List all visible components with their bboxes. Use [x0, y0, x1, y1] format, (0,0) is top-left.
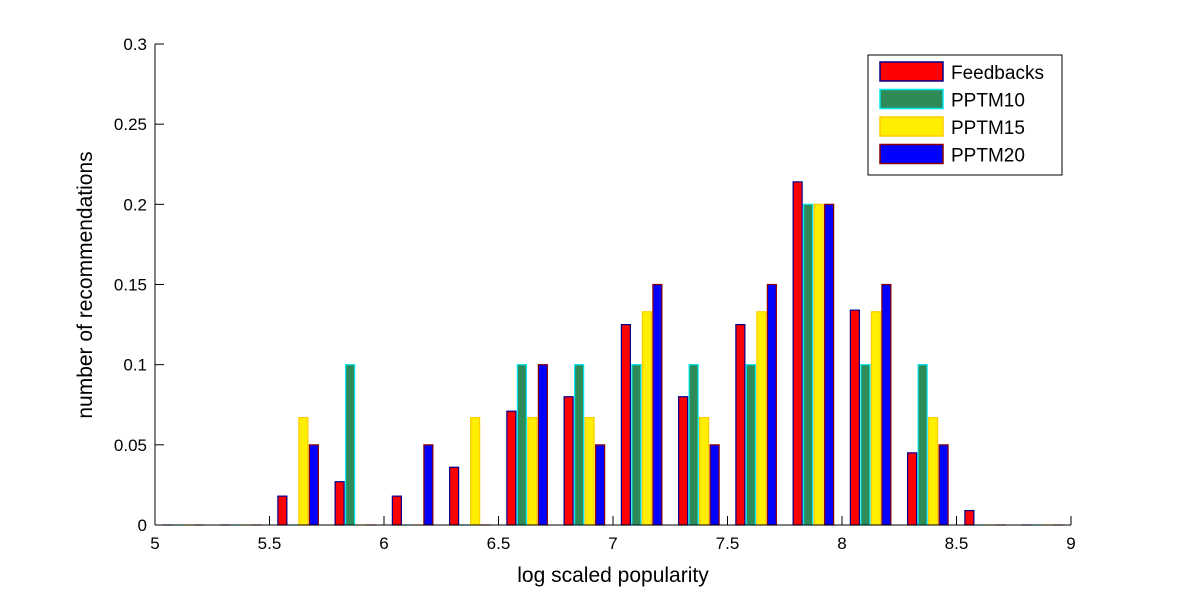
bar-pptm15-9	[700, 418, 709, 525]
bar-pptm20-8	[653, 285, 662, 526]
x-tick-label: 5	[150, 534, 159, 553]
y-tick-label: 0.15	[114, 276, 147, 295]
bar-feedbacks-2	[278, 496, 287, 525]
bar-feedbacks-7	[564, 397, 573, 525]
bar-feedbacks-5	[450, 467, 459, 525]
bar-pptm15-7	[585, 418, 594, 525]
bar-pptm10-8	[632, 365, 641, 525]
bar-pptm15-6	[528, 418, 537, 525]
y-tick-label: 0	[138, 516, 147, 535]
x-tick-label: 9	[1066, 534, 1075, 553]
y-tick-label: 0.3	[123, 35, 147, 54]
y-tick-label: 0.2	[123, 195, 147, 214]
legend: Feedbacks PPTM10 PPTM15 PPTM20	[868, 55, 1062, 175]
x-tick-label: 8.5	[945, 534, 969, 553]
bar-pptm10-12	[861, 365, 870, 525]
legend-swatch-pptm10	[880, 90, 943, 109]
legend-swatch-feedbacks	[880, 62, 943, 81]
x-tick-label: 6	[379, 534, 388, 553]
bar-pptm10-13	[918, 365, 927, 525]
bar-pptm20-13	[939, 445, 948, 525]
bar-feedbacks-11	[793, 182, 802, 525]
legend-label-pptm20: PPTM20	[951, 146, 1025, 167]
bar-feedbacks-8	[621, 325, 630, 525]
bar-pptm20-10	[767, 285, 776, 526]
x-tick-label: 6.5	[487, 534, 511, 553]
bar-pptm20-7	[596, 445, 605, 525]
bar-feedbacks-3	[335, 482, 344, 525]
bar-pptm10-11	[804, 204, 813, 525]
bar-pptm15-8	[642, 312, 651, 525]
x-tick-label: 7	[608, 534, 617, 553]
legend-label-pptm15: PPTM15	[951, 118, 1025, 139]
x-axis-label: log scaled popularity	[517, 564, 709, 587]
bar-feedbacks-4	[392, 496, 401, 525]
bar-feedbacks-13	[908, 453, 917, 525]
bar-pptm15-5	[471, 418, 480, 525]
y-tick-label: 0.25	[114, 115, 147, 134]
legend-swatch-pptm15	[880, 117, 943, 136]
bar-pptm10-6	[517, 365, 526, 525]
y-tick-label: 0.05	[114, 436, 147, 455]
bar-feedbacks-12	[850, 310, 859, 525]
y-ticks: 0 0.05 0.1 0.15 0.2 0.25 0.3	[114, 35, 164, 535]
bar-pptm10-7	[575, 365, 584, 525]
legend-label-pptm10: PPTM10	[951, 91, 1025, 112]
bar-pptm20-4	[424, 445, 433, 525]
bar-pptm15-13	[929, 418, 938, 525]
bar-pptm15-12	[871, 312, 880, 525]
bar-pptm15-10	[757, 312, 766, 525]
bar-pptm15-2	[299, 418, 308, 525]
bar-feedbacks-10	[736, 325, 745, 525]
bar-feedbacks-9	[679, 397, 688, 525]
bar-pptm20-12	[882, 285, 891, 526]
bar-feedbacks-14	[965, 511, 974, 525]
x-tick-label: 5.5	[258, 534, 282, 553]
bars-layer	[163, 182, 1062, 525]
y-axis-label: number of recommendations	[74, 151, 97, 418]
bar-pptm20-2	[309, 445, 318, 525]
legend-swatch-pptm20	[880, 145, 943, 164]
bar-pptm15-11	[814, 204, 823, 525]
bar-pptm10-9	[689, 365, 698, 525]
bar-feedbacks-6	[507, 411, 516, 525]
y-tick-label: 0.1	[123, 356, 147, 375]
bar-pptm20-9	[710, 445, 719, 525]
bar-pptm10-3	[346, 365, 355, 525]
x-tick-label: 8	[837, 534, 846, 553]
bar-pptm20-11	[825, 204, 834, 525]
legend-label-feedbacks: Feedbacks	[951, 63, 1044, 84]
bar-pptm20-6	[538, 365, 547, 525]
x-tick-label: 7.5	[716, 534, 740, 553]
bar-pptm10-10	[746, 365, 755, 525]
